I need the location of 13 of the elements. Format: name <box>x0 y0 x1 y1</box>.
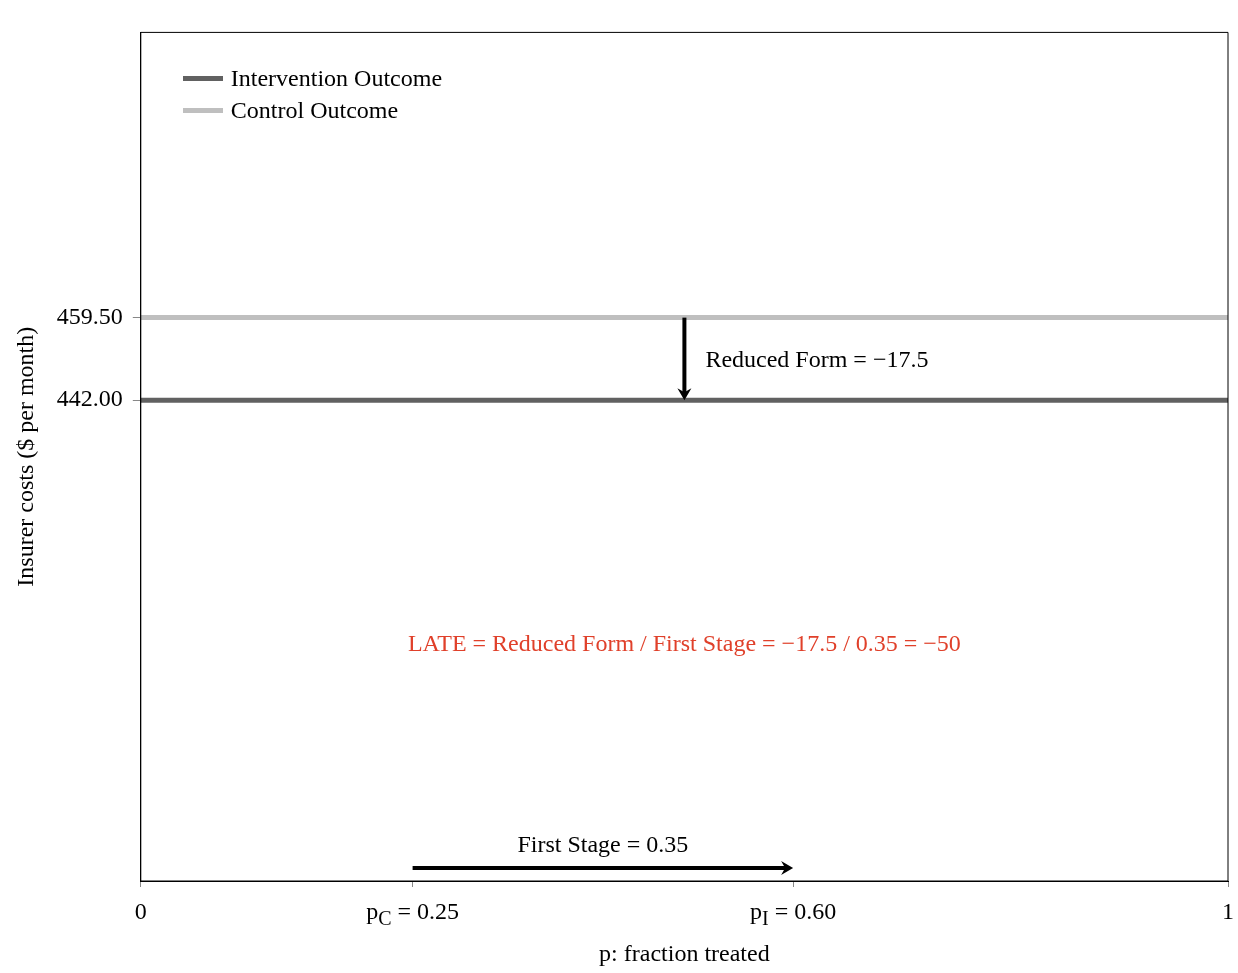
x-tick-label: p$_{C}$ = 0.25 <box>366 898 460 929</box>
y-axis-title: Insurer costs ($ per month) <box>11 326 38 587</box>
x-tick-label: 1 <box>1222 898 1234 924</box>
x-axis-title: p: fraction treated <box>599 940 770 966</box>
annotation: LATE = Reduced Form / First Stage = −17.5 / 0.35 = −50 <box>407 630 961 657</box>
annotation: Reduced Form = −17.5 <box>705 345 929 372</box>
legend-label: Control Outcome <box>230 96 399 124</box>
legend-label: Intervention Outcome <box>230 64 443 92</box>
annotation: First Stage = 0.35 <box>517 831 689 857</box>
x-tick-label: 0 <box>134 898 147 924</box>
y-tick-label: 442.00 <box>56 385 123 412</box>
y-tick-label: 459.50 <box>56 302 123 329</box>
x-tick-label: p$_{I}$ = 0.60 <box>750 898 837 929</box>
